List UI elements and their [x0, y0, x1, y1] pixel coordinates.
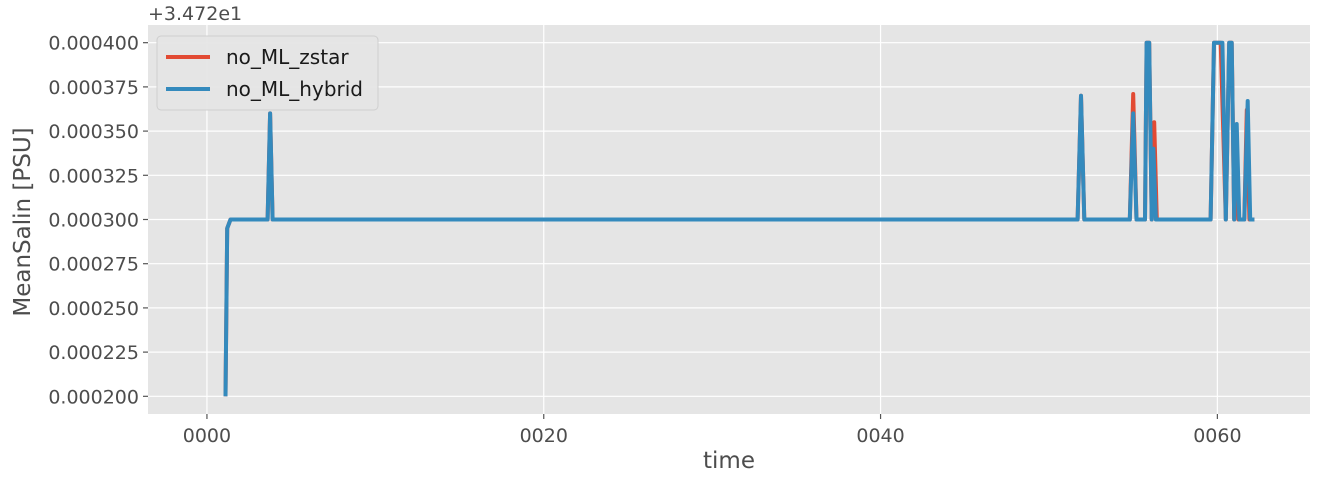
legend-label: no_ML_zstar	[226, 45, 349, 69]
series-line-no-ml-hybrid	[223, 40, 1255, 397]
y-tick-label: 0.000350	[48, 121, 139, 143]
legend-label: no_ML_hybrid	[226, 77, 363, 101]
y-tick-label: 0.000400	[48, 33, 139, 55]
y-tick-label: 0.000200	[48, 386, 139, 408]
y-axis-title: MeanSalin [PSU]	[10, 127, 36, 316]
y-tick-label: 0.000250	[48, 298, 139, 320]
x-axis-title: time	[703, 448, 755, 474]
series-layer	[223, 40, 1255, 397]
x-tick-label: 0000	[183, 425, 231, 447]
y-tick-label: 0.000225	[48, 342, 139, 364]
x-tick-label: 0020	[520, 425, 568, 447]
y-tick-label: 0.000300	[48, 210, 139, 232]
legend: no_ML_zstar no_ML_hybrid	[156, 35, 379, 111]
y-tick-label: 0.000325	[48, 165, 139, 187]
y-axis: 0.000200 0.000225 0.000250 0.000275 0.000300…	[48, 33, 148, 408]
y-tick-label: 0.000275	[48, 254, 139, 276]
y-tick-label: 0.000375	[48, 77, 139, 99]
x-tick-label: 0040	[856, 425, 904, 447]
y-offset-label: +3.472e1	[148, 3, 242, 25]
x-axis: 0000 0020 0040 0060	[183, 414, 1242, 447]
x-tick-label: 0060	[1193, 425, 1241, 447]
legend-box	[156, 35, 379, 111]
